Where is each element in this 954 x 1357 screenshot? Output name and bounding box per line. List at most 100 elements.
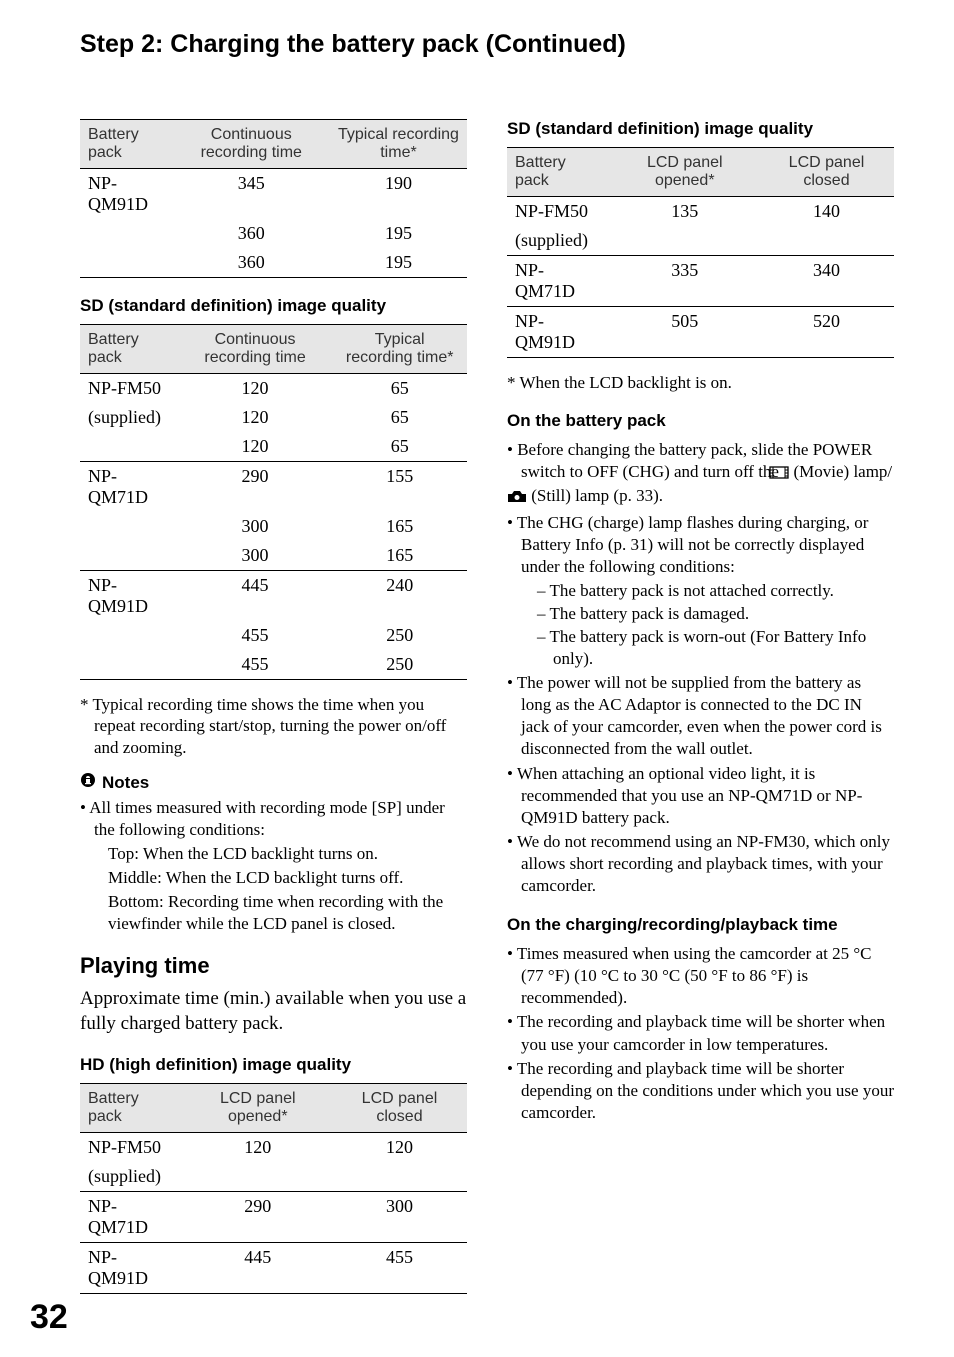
table-cell: 120 [178, 403, 333, 432]
footnote-typical: * Typical recording time shows the time … [80, 694, 467, 758]
th-typical: Typical recording time* [332, 325, 467, 374]
table-cell: 250 [332, 650, 467, 680]
table-cell-label [80, 512, 178, 541]
table-cell: 455 [178, 621, 333, 650]
table-cell-label [80, 219, 173, 248]
list-item: The recording and playback time will be … [507, 1058, 894, 1124]
table-cell [759, 226, 894, 256]
table-cell-label [80, 650, 178, 680]
table-cell: 190 [330, 169, 467, 220]
table-cell: 300 [178, 512, 333, 541]
notes-list: All times measured with recording mode [… [80, 797, 467, 936]
content-columns: Battery pack Continuous recording time T… [80, 119, 894, 1308]
table-cell-label: (supplied) [507, 226, 611, 256]
list-item: We do not recommend using an NP-FM30, wh… [507, 831, 894, 897]
table-cell: 455 [178, 650, 333, 680]
table-cell: 165 [332, 541, 467, 571]
table-cell-label: (supplied) [80, 403, 178, 432]
table-cell: 65 [332, 432, 467, 462]
notes-header: Notes [80, 772, 467, 793]
th-typical: Typical recording time* [330, 120, 467, 169]
table-hd-playing: Battery pack LCD panel opened* LCD panel… [80, 1083, 467, 1294]
charging-heading: On the charging/recording/playback time [507, 915, 894, 935]
note-item: All times measured with recording mode [… [80, 797, 467, 936]
th-continuous: Continuous recording time [173, 120, 330, 169]
table-cell: 195 [330, 219, 467, 248]
table-cell-label: NP-QM91D [507, 307, 611, 358]
list-item: The power will not be supplied from the … [507, 672, 894, 760]
th-opened: LCD panel opened* [611, 148, 759, 197]
playing-time-heading: Playing time [80, 953, 467, 979]
table-hd-partial: Battery pack Continuous recording time T… [80, 119, 467, 278]
table-cell: 65 [332, 403, 467, 432]
list-item: When attaching an optional video light, … [507, 763, 894, 829]
table-cell-label [80, 248, 173, 278]
table-cell: 335 [611, 256, 759, 307]
table-cell: 135 [611, 197, 759, 227]
table-cell-label: NP-QM91D [80, 571, 178, 622]
table-cell: 155 [332, 462, 467, 513]
table-cell: 455 [332, 1242, 467, 1293]
battery-heading: On the battery pack [507, 411, 894, 431]
table-cell-label: NP-QM91D [80, 169, 173, 220]
table-cell: 165 [332, 512, 467, 541]
note-text: All times measured with recording mode [… [89, 798, 445, 839]
list-item: Before changing the battery pack, slide … [507, 439, 894, 509]
table-cell: 300 [332, 1191, 467, 1242]
table-cell: 240 [332, 571, 467, 622]
page-title: Step 2: Charging the battery pack (Conti… [80, 30, 894, 59]
note-line: Bottom: Recording time when recording wi… [94, 891, 467, 935]
table-cell-label: NP-FM50 [80, 374, 178, 404]
table-cell: 140 [759, 197, 894, 227]
table-cell: 120 [184, 1132, 332, 1162]
hd-heading: HD (high definition) image quality [80, 1055, 467, 1075]
table-cell-label [80, 432, 178, 462]
table-cell [184, 1162, 332, 1192]
table-cell: 340 [759, 256, 894, 307]
list-item: The CHG (charge) lamp flashes during cha… [507, 512, 894, 671]
table-cell: 120 [178, 374, 333, 404]
table-cell: 360 [173, 219, 330, 248]
battery-list: Before changing the battery pack, slide … [507, 439, 894, 897]
right-column: SD (standard definition) image quality B… [507, 119, 894, 1308]
list-item: Times measured when using the camcorder … [507, 943, 894, 1009]
table-cell: 120 [332, 1132, 467, 1162]
note-line: Middle: When the LCD backlight turns off… [94, 867, 467, 889]
table-cell: 65 [332, 374, 467, 404]
th-battery: Battery pack [80, 120, 173, 169]
list-item: The recording and playback time will be … [507, 1011, 894, 1055]
table-cell: 445 [178, 571, 333, 622]
dash-item: The battery pack is damaged. [537, 603, 894, 625]
left-column: Battery pack Continuous recording time T… [80, 119, 467, 1308]
th-battery: Battery pack [507, 148, 611, 197]
th-battery: Battery pack [80, 1083, 184, 1132]
table-cell: 195 [330, 248, 467, 278]
table-cell-label: NP-QM71D [507, 256, 611, 307]
playing-time-body: Approximate time (min.) available when y… [80, 987, 467, 1036]
table-cell [332, 1162, 467, 1192]
page-number: 32 [30, 1298, 68, 1337]
th-closed: LCD panel closed [332, 1083, 467, 1132]
sd-heading-right: SD (standard definition) image quality [507, 119, 894, 139]
table-sd-recording: Battery pack Continuous recording time T… [80, 324, 467, 680]
th-continuous: Continuous recording time [178, 325, 333, 374]
th-opened: LCD panel opened* [184, 1083, 332, 1132]
table-cell: 520 [759, 307, 894, 358]
th-battery: Battery pack [80, 325, 178, 374]
table-cell: 250 [332, 621, 467, 650]
table-cell: 290 [178, 462, 333, 513]
table-cell-label: NP-QM91D [80, 1242, 184, 1293]
table-sd-playing: Battery pack LCD panel opened* LCD panel… [507, 147, 894, 358]
table-cell-label: NP-QM71D [80, 1191, 184, 1242]
table-cell-label: NP-FM50 [80, 1132, 184, 1162]
table-cell: 345 [173, 169, 330, 220]
table-cell-label [80, 621, 178, 650]
table-cell-label: (supplied) [80, 1162, 184, 1192]
table-cell: 360 [173, 248, 330, 278]
table-cell: 505 [611, 307, 759, 358]
dash-item: The battery pack is not attached correct… [537, 580, 894, 602]
table-cell: 120 [178, 432, 333, 462]
sd-heading-left: SD (standard definition) image quality [80, 296, 467, 316]
table-cell-label [80, 541, 178, 571]
dash-list: The battery pack is not attached correct… [521, 580, 894, 670]
